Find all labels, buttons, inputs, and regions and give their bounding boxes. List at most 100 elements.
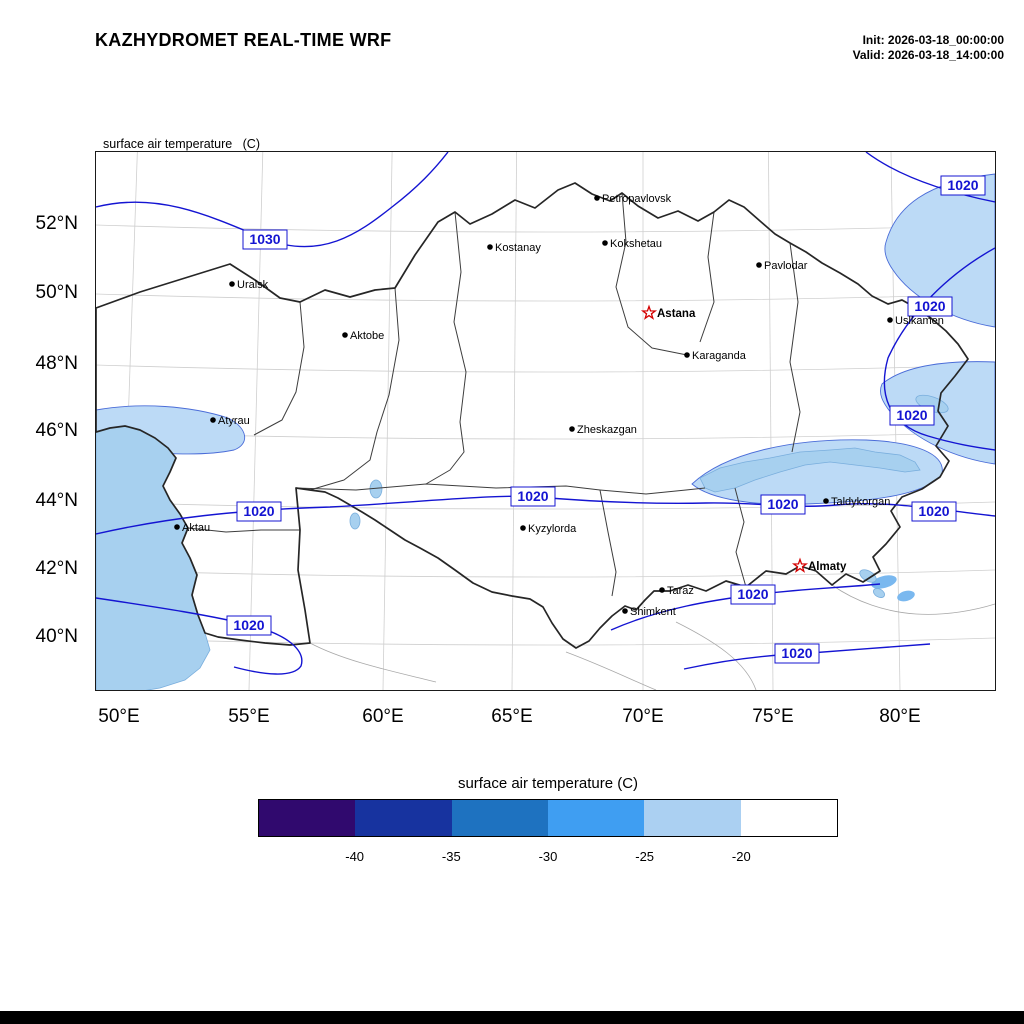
city-label: Aktobe — [350, 330, 384, 342]
city-label: Almaty — [808, 561, 847, 573]
pressure-label-box — [940, 175, 986, 196]
region-border — [295, 483, 601, 491]
colorbar-segment — [355, 800, 452, 836]
capital-star-icon — [640, 304, 658, 320]
city-marker-taraz: Taraz — [659, 585, 694, 597]
city-dot-icon — [174, 524, 180, 530]
lake-balkhash — [699, 447, 921, 493]
city-dot-icon — [602, 240, 608, 246]
lon-tick-label: 70°E — [622, 706, 664, 727]
colorbar-title: surface air temperature (C) — [457, 775, 639, 792]
lat-tick-label: 52°N — [35, 213, 78, 234]
map-frame: 1030 1020 1020 1020 1020 1020 1020 1020 1020 1020… — [95, 151, 996, 691]
city-label: Shimkent — [630, 606, 676, 618]
city-label: Taldykorgan — [831, 496, 890, 508]
pressure-label-box — [774, 643, 820, 664]
pressure-label-box — [730, 584, 776, 605]
pressure-label-box — [760, 494, 806, 515]
lat-tick-label: 40°N — [35, 626, 78, 647]
pressure-label-text: 1020 — [233, 617, 264, 633]
city-marker-kostanay: Kostanay — [487, 242, 541, 254]
lon-tick-label: 55°E — [228, 706, 270, 727]
city-dot-icon — [487, 244, 493, 250]
field-label-temperature: surface air temperature (C) — [103, 137, 260, 151]
graticule-parallel — [96, 364, 995, 373]
colorbar-tick-label: -30 — [538, 849, 558, 864]
city-label: Karaganda — [692, 350, 747, 362]
pressure-label-text: 1020 — [517, 488, 548, 504]
cold-air-patch — [884, 173, 995, 328]
city-marker-aktau: Aktau — [174, 522, 210, 534]
pressure-label: 1020 — [940, 175, 986, 196]
lat-tick-label: 44°N — [35, 490, 78, 511]
city-marker-pavlodar: Pavlodar — [756, 260, 808, 272]
pressure-label-text: 1020 — [914, 298, 945, 314]
city-marker-kyzylorda: Kyzylorda — [520, 523, 577, 535]
city-label: Pavlodar — [764, 260, 808, 272]
city-marker-karaganda: Karaganda — [684, 350, 747, 362]
pressure-label-box — [242, 229, 288, 250]
pressure-label: 1020 — [510, 486, 556, 507]
pressure-label-box — [911, 501, 957, 522]
colorbar-tick-label: -40 — [345, 849, 365, 864]
kazakhstan-weather-map: 1030 1020 1020 1020 1020 1020 1020 1020 1020 1020… — [96, 152, 995, 690]
pressure-label-text: 1030 — [249, 231, 280, 247]
city-label: Uslkamen — [895, 315, 944, 327]
lon-tick-label: 75°E — [752, 706, 794, 727]
city-marker-zheskazgan: Zheskazgan — [569, 424, 637, 436]
pressure-contours — [96, 152, 995, 675]
city-dot-icon — [622, 608, 628, 614]
city-dot-icon — [569, 426, 575, 432]
pressure-label-text: 1020 — [767, 496, 798, 512]
colorbar-tick-label: -25 — [635, 849, 655, 864]
city-label: Kyzylorda — [528, 523, 577, 535]
city-marker-aktobe: Aktobe — [342, 330, 384, 342]
pressure-label: 1020 — [907, 296, 953, 317]
city-marker-taldykorgan: Taldykorgan — [823, 496, 890, 508]
lake-alakol-small — [873, 588, 885, 598]
pressure-label-box — [236, 501, 282, 522]
lat-tick-label: 50°N — [35, 282, 78, 303]
city-dot-icon — [520, 525, 526, 531]
city-dot-icon — [887, 317, 893, 323]
colorbar-segment — [740, 800, 837, 836]
city-marker-petropavlovsk: Petropavlovsk — [594, 193, 672, 205]
city-dot-icon — [210, 417, 216, 423]
neighbor-country-border — [309, 642, 437, 683]
region-border — [425, 211, 467, 485]
city-marker-uslkamen: Uslkamen — [887, 315, 944, 327]
city-label: Astana — [657, 308, 696, 320]
city-label: Atyrau — [218, 415, 250, 427]
neighbor-country-border — [565, 651, 657, 690]
lat-tick-label: 42°N — [35, 558, 78, 579]
graticule-meridian — [382, 152, 393, 690]
pressure-contour — [865, 152, 995, 203]
city-marker-uralsk: Uralsk — [229, 279, 269, 291]
city-dot-icon — [594, 195, 600, 201]
pressure-contour — [96, 152, 449, 248]
pressure-label-text: 1020 — [781, 645, 812, 661]
graticule-parallel — [96, 224, 995, 233]
city-label: Taraz — [667, 585, 694, 597]
kazakhstan-border — [96, 182, 969, 649]
city-marker-kokshetau: Kokshetau — [602, 238, 662, 250]
colorbar-segment — [547, 800, 645, 836]
run-info: Init: 2026-03-18_00:00:00 Valid: 2026-03… — [853, 33, 1004, 63]
valid-time: Valid: 2026-03-18_14:00:00 — [852, 48, 1004, 62]
city-marker-shimkent: Shimkent — [622, 606, 676, 618]
region-border — [789, 242, 801, 453]
region-border — [599, 489, 617, 597]
caspian-sea — [96, 425, 211, 690]
lon-tick-label: 50°E — [98, 706, 140, 727]
pressure-label: 1020 — [760, 494, 806, 515]
colorbar-tick-label: -20 — [731, 849, 751, 864]
page-title: KAZHYDROMET REAL-TIME WRF — [95, 30, 392, 50]
pressure-contour-labels: 1030 1020 1020 1020 1020 1020 1020 1020 1020 1020… — [226, 175, 986, 664]
city-marker-atyrau: Atyrau — [210, 415, 250, 427]
pressure-label: 1030 — [242, 229, 288, 250]
colorbar-segment — [644, 800, 741, 836]
city-dot-icon — [756, 262, 762, 268]
city-label: Zheskazgan — [577, 424, 637, 436]
region-border — [615, 192, 688, 356]
